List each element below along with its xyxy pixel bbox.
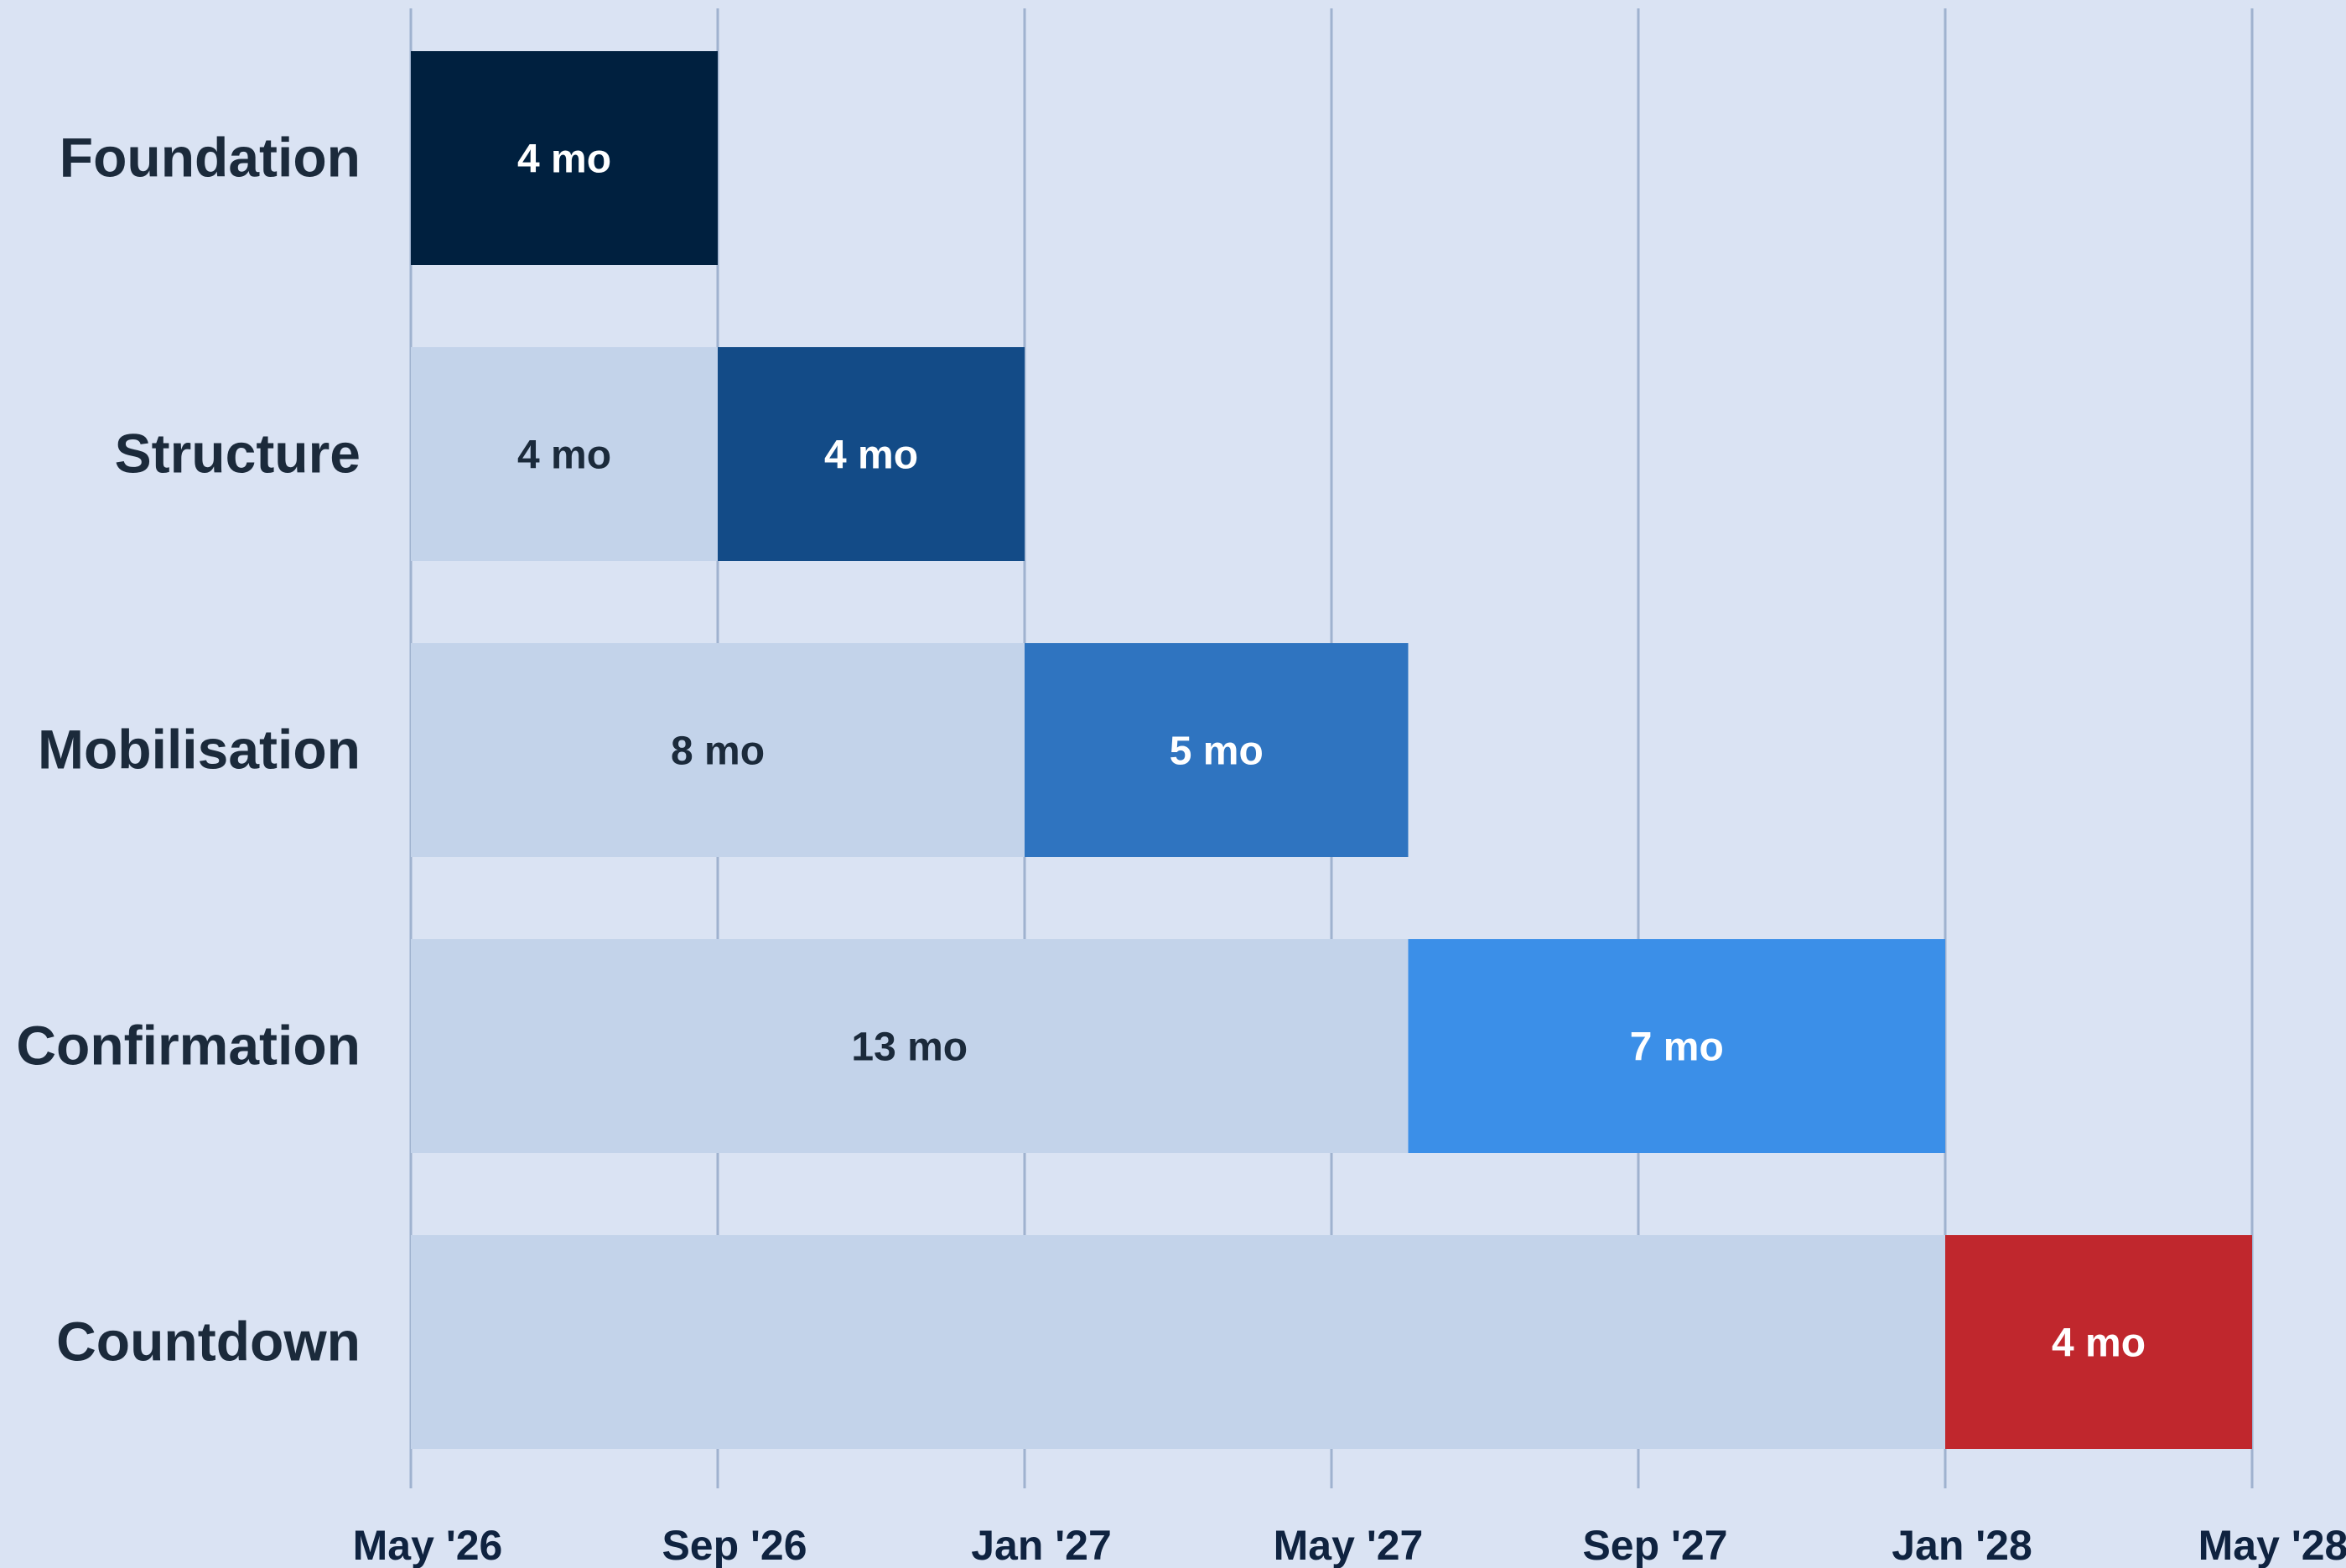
category-label: Mobilisation <box>38 719 361 781</box>
category-label: Countdown <box>56 1311 361 1373</box>
x-tick-label: Sep '26 <box>662 1522 807 1568</box>
bar-offset-label: 8 mo <box>671 729 765 774</box>
category-label: Confirmation <box>16 1015 361 1077</box>
bar-offset-segment <box>411 1235 1945 1449</box>
x-tick-label: May '27 <box>1274 1522 1424 1568</box>
bar-duration-label: 7 mo <box>1630 1025 1724 1070</box>
x-tick-label: Sep '27 <box>1582 1522 1727 1568</box>
x-tick-label: May '26 <box>353 1522 503 1568</box>
bar-duration-label: 4 mo <box>517 138 611 182</box>
bar-offset-label: 4 mo <box>517 434 611 478</box>
category-label: Foundation <box>60 127 361 189</box>
x-tick-label: May '28 <box>2198 1522 2346 1568</box>
bar-duration-label: 4 mo <box>824 434 918 478</box>
x-tick-label: Jan '27 <box>971 1522 1112 1568</box>
bar-duration-label: 4 mo <box>2052 1321 2146 1366</box>
bar-offset-label: 13 mo <box>851 1025 968 1070</box>
category-label: Structure <box>115 423 361 485</box>
category-labels: Foundation Structure Mobilisation Confirmat… <box>16 127 361 1373</box>
bar-duration-label: 5 mo <box>1170 729 1264 774</box>
x-axis-ticks: May '26 Sep '26 Jan '27 May '27 Sep '27 Jan '… <box>353 1522 2346 1568</box>
x-tick-label: Jan '28 <box>1892 1522 2032 1568</box>
